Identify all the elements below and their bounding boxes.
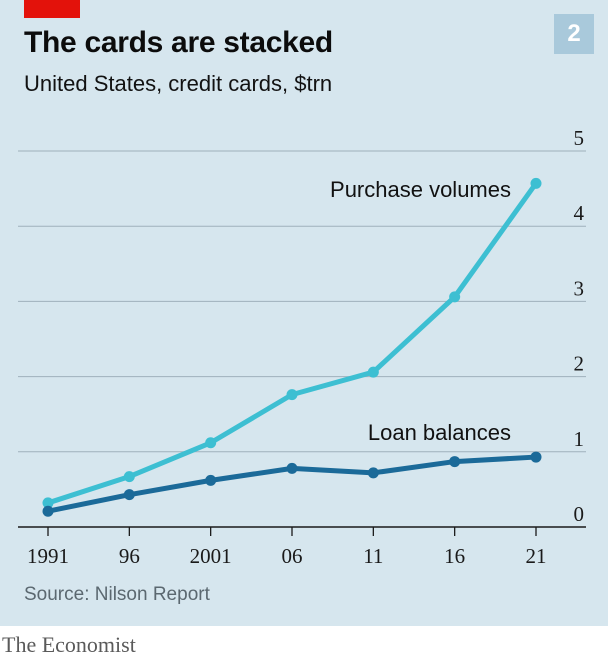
- data-point: [42, 497, 54, 509]
- data-point: [123, 471, 135, 483]
- chart-subtitle: United States, credit cards, $trn: [24, 71, 333, 96]
- x-tick-label: 16: [444, 544, 465, 568]
- data-point: [42, 505, 54, 517]
- y-tick-label: 4: [574, 201, 585, 225]
- gridlines: [18, 150, 586, 528]
- line-chart: 0 1 2 3 4 5 1991 96 2001 06 11 16 21 Purchase volum…: [18, 126, 586, 568]
- data-point: [449, 291, 461, 303]
- y-axis-ticks: 0 1 2 3 4 5: [574, 126, 585, 526]
- data-point: [367, 366, 379, 378]
- series-purchase-volumes-line: [45, 180, 539, 506]
- loan-balances-label: Loan balances: [368, 420, 511, 445]
- x-tick-label: 11: [363, 544, 383, 568]
- data-point: [123, 489, 135, 501]
- x-tick-label: 2001: [190, 544, 232, 568]
- y-tick-label: 3: [574, 276, 585, 300]
- x-axis-ticks: 1991 96 2001 06 11 16 21: [27, 527, 547, 568]
- series: [42, 177, 542, 517]
- data-point: [205, 437, 217, 449]
- economist-logo-text: The Economist: [2, 632, 136, 657]
- x-tick-label: 1991: [27, 544, 69, 568]
- chart-number-badge: 2: [554, 14, 594, 54]
- purchase-volumes-label: Purchase volumes: [330, 177, 511, 202]
- data-point: [286, 389, 298, 401]
- data-point: [530, 451, 542, 463]
- series-labels: Purchase volumes Loan balances: [330, 177, 511, 445]
- data-point: [367, 467, 379, 479]
- x-tick-label: 96: [119, 544, 140, 568]
- brand-red-tag: [24, 0, 80, 18]
- y-tick-label: 2: [574, 352, 585, 376]
- y-tick-label: 1: [574, 427, 585, 451]
- y-tick-label: 5: [574, 126, 585, 150]
- y-tick-label: 0: [574, 502, 585, 526]
- x-tick-label: 06: [282, 544, 303, 568]
- chart-panel: [0, 0, 608, 626]
- x-tick-label: 21: [526, 544, 547, 568]
- chart-title: The cards are stacked: [24, 26, 333, 59]
- data-point: [205, 474, 217, 486]
- data-point: [286, 462, 298, 474]
- source-note: Source: Nilson Report: [24, 584, 210, 605]
- data-point: [449, 456, 461, 468]
- data-point: [530, 177, 542, 189]
